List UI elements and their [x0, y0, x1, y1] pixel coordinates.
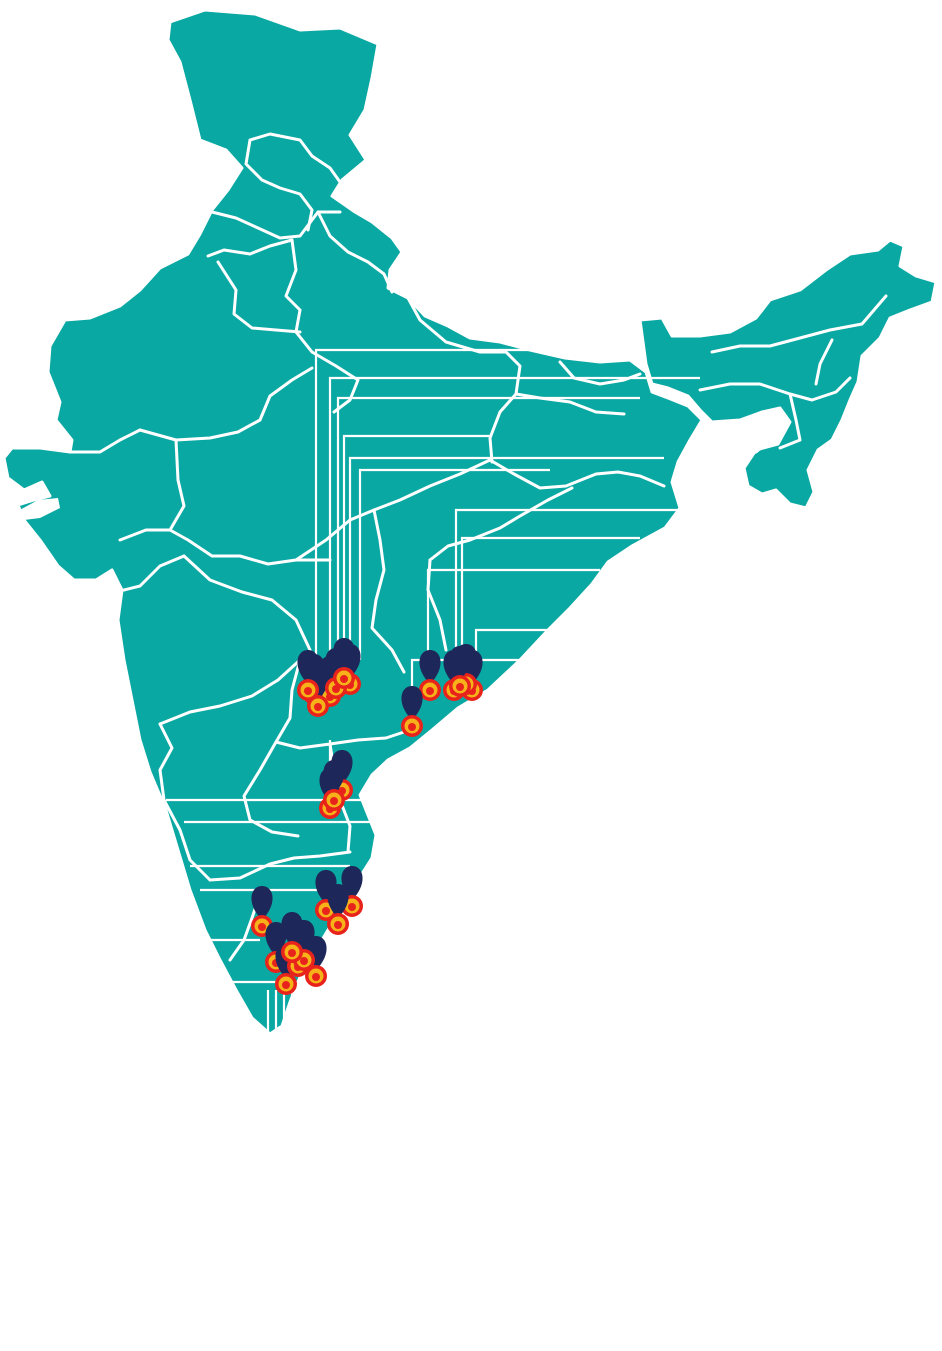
location-pin-icon — [419, 650, 441, 701]
map-markers — [251, 638, 483, 995]
location-pin-icon — [333, 638, 355, 689]
location-pin-icon — [449, 646, 471, 697]
location-pin-icon — [251, 886, 273, 937]
location-pin-icon — [297, 650, 319, 701]
leader-lines — [166, 348, 700, 1034]
location-pin-icon — [401, 686, 423, 737]
india-northeast — [638, 238, 938, 510]
location-pin-icon — [327, 884, 349, 935]
location-pin-icon — [281, 912, 303, 963]
state-borders — [68, 132, 888, 962]
location-pin-icon — [293, 920, 315, 971]
location-pin-icon — [323, 760, 345, 811]
gulf-of-kutch — [16, 498, 60, 520]
